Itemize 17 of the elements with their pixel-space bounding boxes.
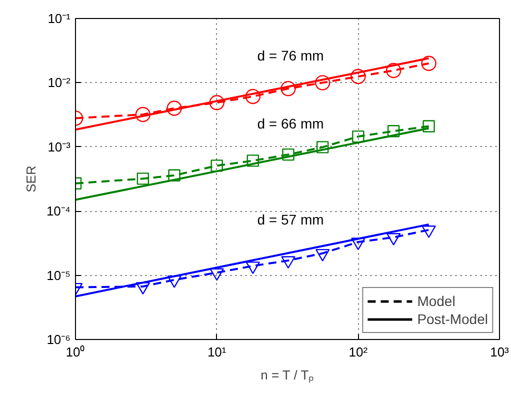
x-tick-label: 10³ [490, 344, 510, 360]
y-tick-label: 10⁻⁵ [46, 268, 71, 283]
y-tick-label: 10⁻⁶ [46, 332, 70, 347]
annotation: Post-Model [417, 310, 488, 328]
annotation: d = 66 mm [257, 116, 324, 132]
y-tick-label: 10⁻² [48, 75, 72, 90]
y-tick-label: 10⁻⁴ [46, 204, 70, 219]
x-axis-title: n = T / Tₚ [260, 368, 314, 384]
y-tick-label: 10⁻³ [48, 139, 72, 154]
y-tick-label: 10⁻¹ [48, 11, 72, 26]
x-tick-label: 10⁰ [66, 344, 86, 360]
annotation: Model [417, 292, 456, 310]
x-tick-label: 10² [348, 344, 368, 360]
annotation: d = 57 mm [257, 212, 324, 228]
x-tick-label: 10¹ [207, 344, 227, 360]
y-axis-title: SER [23, 166, 38, 192]
annotation: d = 76 mm [257, 48, 324, 64]
